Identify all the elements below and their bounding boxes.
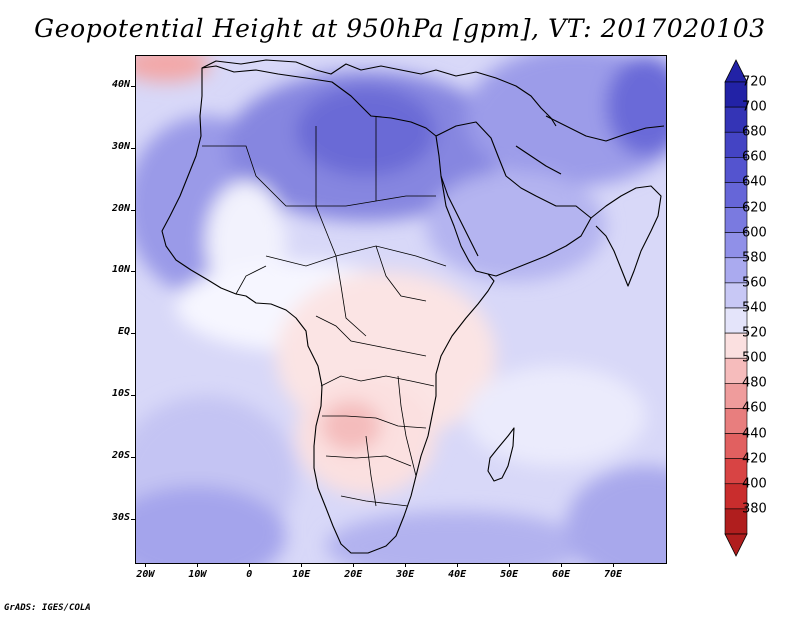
- lon-tick-mark: [197, 563, 199, 567]
- lon-tick-mark: [457, 563, 459, 567]
- lon-tick-mark: [405, 563, 407, 567]
- colorbar-level-label: 440: [742, 426, 767, 442]
- lat-tick-mark: [131, 456, 135, 458]
- colorbar-level-label: 420: [742, 451, 767, 467]
- coastlines: [161, 59, 665, 554]
- lon-tick-mark: [509, 563, 511, 567]
- colorbar-level-label: 680: [742, 124, 767, 140]
- colorbar-level-label: 540: [742, 300, 767, 316]
- country-borders: [202, 116, 447, 507]
- lat-tick-label: 20S: [111, 449, 130, 461]
- lat-tick-label: 40N: [111, 78, 130, 90]
- colorbar-level-label: 520: [742, 325, 767, 341]
- colorbar-level-label: 500: [742, 350, 767, 366]
- lon-tick-label: 30E: [396, 569, 415, 580]
- lon-tick-label: 0: [246, 569, 253, 580]
- lon-tick-mark: [613, 563, 615, 567]
- lon-tick-mark: [145, 563, 147, 567]
- lon-tick-label: 20E: [344, 569, 363, 580]
- colorbar-level-label: 620: [742, 200, 767, 216]
- lat-tick-mark: [131, 147, 135, 149]
- lon-tick-label: 60E: [552, 569, 571, 580]
- colorbar-level-label: 720: [742, 74, 767, 90]
- height-field-shading: [136, 56, 666, 563]
- lat-tick-mark: [131, 395, 135, 397]
- colorbar-level-label: 560: [742, 275, 767, 291]
- chart-title: Geopotential Height at 950hPa [gpm], VT:…: [34, 14, 766, 43]
- colorbar-min-arrow: [724, 533, 748, 557]
- lon-tick-label: 10E: [292, 569, 311, 580]
- geopotential-map: [136, 56, 666, 563]
- lon-tick-mark: [301, 563, 303, 567]
- lon-tick-mark: [561, 563, 563, 567]
- lat-tick-label: EQ: [117, 326, 130, 338]
- colorbar-level-label: 660: [742, 149, 767, 165]
- colorbar-level-label: 400: [742, 476, 767, 492]
- lon-tick-label: 20W: [136, 569, 155, 580]
- lon-tick-mark: [353, 563, 355, 567]
- lon-tick-label: 40E: [448, 569, 467, 580]
- colorbar-level-label: 460: [742, 400, 767, 416]
- colorbar-level-label: 600: [742, 225, 767, 241]
- lat-tick-label: 10N: [111, 264, 130, 276]
- lon-tick-label: 70E: [604, 569, 623, 580]
- lat-tick-label: 20N: [111, 202, 130, 214]
- lat-tick-mark: [131, 85, 135, 87]
- lat-tick-mark: [131, 271, 135, 273]
- lat-tick-mark: [131, 518, 135, 520]
- colorbar-level-label: 580: [742, 250, 767, 266]
- lat-tick-mark: [131, 209, 135, 211]
- colorbar-level-label: 700: [742, 99, 767, 115]
- colorbar: [724, 59, 748, 557]
- colorbar-level-label: 480: [742, 375, 767, 391]
- software-credit: GrADS: IGES/COLA: [4, 603, 91, 613]
- lat-tick-mark: [131, 333, 135, 335]
- map-panel: [135, 55, 667, 564]
- lat-tick-label: 10S: [111, 388, 130, 400]
- lat-tick-label: 30N: [111, 140, 130, 152]
- colorbar-level-label: 380: [742, 501, 767, 517]
- lon-tick-label: 10W: [188, 569, 207, 580]
- lat-tick-label: 30S: [111, 511, 130, 523]
- colorbar-level-label: 640: [742, 174, 767, 190]
- lon-tick-label: 50E: [500, 569, 519, 580]
- lon-tick-mark: [249, 563, 251, 567]
